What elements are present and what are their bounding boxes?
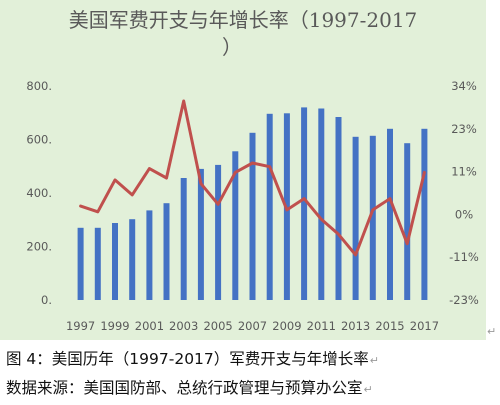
right-axis-tick-labels: -23% -11% 0% 11% 23% 34% [449, 79, 479, 307]
bar [112, 223, 118, 300]
chart-title-line-1: 美国军费开支与年增长率（1997-2017 [69, 8, 418, 32]
bar [77, 227, 84, 300]
bar [232, 151, 239, 300]
bar [387, 128, 393, 300]
left-axis-tick-labels: 0. 200. 400. 600. 800. [26, 79, 52, 307]
right-axis-tick-label: -11% [449, 250, 479, 264]
left-axis-tick-label: 400. [26, 186, 52, 200]
x-axis-tick-label: 2011 [307, 319, 336, 333]
bar [249, 132, 256, 300]
x-axis-tick-label: 2007 [238, 319, 267, 333]
left-axis-tick-label: 800. [26, 79, 52, 93]
bar [215, 164, 222, 300]
bar [404, 143, 411, 300]
bar [180, 178, 187, 300]
source-caption: 数据来源：美国国防部、总统行政管理与预算办公室↵ [6, 376, 373, 398]
left-axis-tick-label: 600. [26, 133, 52, 147]
bar [421, 128, 428, 300]
x-axis-tick-label: 2001 [135, 319, 164, 333]
paragraph-mark-icon: ↵ [369, 354, 379, 367]
paragraph-mark-icon: ↵ [363, 383, 373, 396]
bar [129, 219, 136, 300]
right-axis-tick-label: 34% [451, 79, 477, 93]
bar [352, 136, 359, 300]
figure-caption-text: 图 4：美国历年（1997-2017）军费开支与年增长率 [6, 350, 369, 368]
left-axis-tick-label: 0. [41, 293, 52, 307]
right-axis-tick-label: 11% [451, 165, 477, 179]
bar [335, 117, 342, 300]
growth-line-series [79, 99, 426, 257]
bar [301, 107, 308, 301]
bar [369, 135, 376, 300]
bar [266, 113, 273, 300]
x-axis-tick-label: 1997 [66, 319, 95, 333]
bar [197, 168, 204, 300]
x-axis-tick-label: 1999 [100, 319, 129, 333]
combo-chart: 美国军费开支与年增长率（1997-2017 ） 0. 200. 400. 600. 80… [26, 8, 479, 333]
x-axis-tick-label: 2009 [272, 319, 301, 333]
growth-line [79, 99, 426, 257]
bar [94, 227, 101, 300]
source-caption-text: 数据来源：美国国防部、总统行政管理与预算办公室 [6, 379, 363, 397]
paragraph-mark-icon: ↵ [487, 325, 497, 338]
x-axis-tick-label: 2003 [169, 319, 198, 333]
bar [318, 108, 325, 300]
x-axis-tick-label: 2017 [410, 319, 439, 333]
chart-title-line-2: ） [222, 35, 242, 59]
bar [163, 203, 170, 300]
x-axis-tick-label: 2005 [203, 319, 232, 333]
x-axis-tick-labels: 1997 1999 2001 2003 2005 2007 2009 2011 2013 2015… [66, 319, 439, 333]
bar [146, 210, 153, 300]
bar-series [77, 107, 428, 301]
left-axis-tick-label: 200. [26, 240, 52, 254]
right-axis-tick-label: 23% [451, 122, 477, 136]
chart-panel: 美国军费开支与年增长率（1997-2017 ） 0. 200. 400. 600. 80… [0, 0, 486, 340]
x-axis-tick-label: 2013 [341, 319, 370, 333]
right-axis-tick-label: 0% [455, 207, 473, 221]
right-axis-tick-label: -23% [449, 293, 479, 307]
figure-caption: 图 4：美国历年（1997-2017）军费开支与年增长率↵ [6, 347, 379, 369]
x-axis-tick-label: 2015 [375, 319, 404, 333]
